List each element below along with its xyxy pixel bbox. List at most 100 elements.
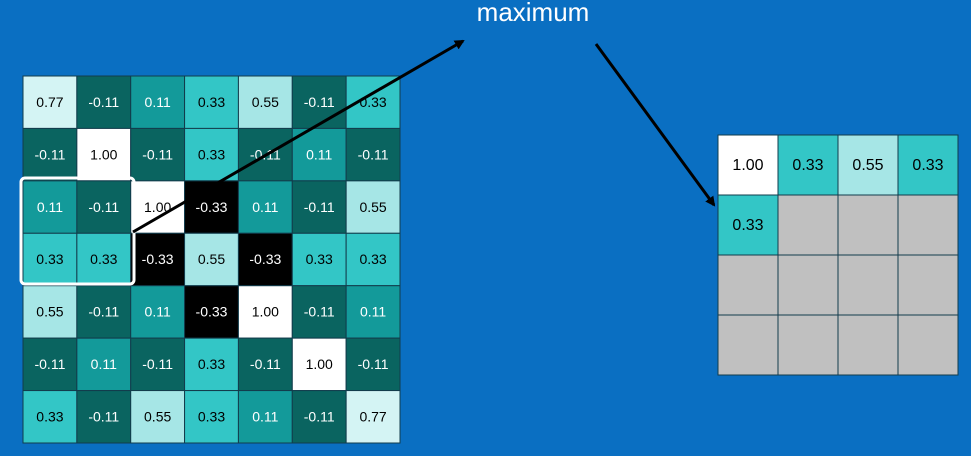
cell — [291, 285, 347, 339]
cell — [76, 390, 132, 444]
cell — [237, 232, 293, 287]
cell — [837, 314, 899, 376]
cell — [777, 194, 839, 256]
cell-value: 1.00 — [306, 356, 333, 372]
cell — [837, 134, 899, 196]
cell-value: -0.11 — [88, 408, 119, 424]
cell — [130, 390, 186, 444]
cell-value: 0.55 — [359, 199, 386, 215]
cell-value: -0.11 — [304, 408, 335, 424]
cell — [897, 134, 959, 196]
cell-value: 0.11 — [252, 199, 278, 215]
cell — [837, 194, 899, 256]
cell — [717, 314, 779, 376]
cell-value: 0.11 — [252, 408, 278, 424]
cell-value: -0.33 — [196, 199, 228, 215]
cell — [184, 285, 239, 339]
cell-value: -0.11 — [304, 94, 335, 110]
cell — [237, 180, 293, 234]
cell — [777, 314, 839, 376]
cell-value: 0.33 — [359, 251, 386, 267]
cell — [897, 254, 959, 316]
cell-value: 0.33 — [792, 157, 823, 174]
cell-value: 0.11 — [360, 304, 386, 320]
cell-value: 0.77 — [359, 408, 386, 424]
cell-value: -0.33 — [196, 304, 228, 320]
cell-value: 0.33 — [198, 94, 225, 110]
arrow-out — [594, 43, 716, 207]
cell — [76, 232, 132, 287]
cell-value: 0.55 — [144, 408, 171, 424]
cell — [717, 194, 779, 256]
cell-value: 0.11 — [145, 94, 171, 110]
cell — [76, 75, 132, 129]
cell-value: 0.33 — [36, 251, 63, 267]
cell-value: 0.11 — [37, 199, 63, 215]
cell — [22, 75, 78, 129]
cell-value: -0.11 — [358, 146, 389, 162]
output-grid: 1.00 0.33 0.55 0.33 0.33 — [717, 134, 959, 376]
cell-value: 0.55 — [252, 94, 279, 110]
cell-value: 0.11 — [91, 356, 117, 372]
cell — [717, 134, 779, 196]
cell — [345, 337, 401, 392]
cell-value: -0.11 — [88, 94, 119, 110]
cell — [345, 127, 401, 182]
cell — [76, 127, 132, 182]
cell-value: 0.33 — [198, 146, 225, 162]
cell-value: -0.11 — [304, 199, 335, 215]
cell-value: -0.11 — [34, 356, 65, 372]
cell-value: 0.55 — [36, 304, 63, 320]
cell — [237, 337, 293, 392]
cell — [22, 232, 78, 287]
cell — [22, 285, 78, 339]
cell — [76, 337, 132, 392]
cell-value: -0.11 — [142, 356, 173, 372]
cell-value: -0.11 — [88, 304, 119, 320]
cell — [897, 194, 959, 256]
cell — [345, 285, 401, 339]
cell-value: 0.33 — [359, 94, 386, 110]
cell — [345, 232, 401, 287]
cell — [291, 180, 347, 234]
cell — [76, 285, 132, 339]
cell-value: 0.33 — [912, 157, 943, 174]
cell-value: 0.11 — [306, 146, 332, 162]
cell-value: 0.11 — [145, 304, 171, 320]
cell — [897, 314, 959, 376]
cell-value: -0.33 — [142, 251, 174, 267]
cell-value: 0.33 — [90, 251, 117, 267]
cell — [184, 232, 239, 287]
cell-value: -0.11 — [142, 146, 173, 162]
cell — [130, 127, 186, 182]
cell-value: 0.55 — [198, 251, 225, 267]
cell — [345, 390, 401, 444]
cell — [76, 180, 132, 234]
cell-value: 1.00 — [90, 146, 117, 162]
input-grid: 0.77 -0.11 0.11 0.33 0.55 -0.11 0.33 -0.11 1.00 -… — [22, 75, 401, 444]
cell — [22, 127, 78, 182]
cell-value: -0.11 — [304, 304, 335, 320]
cell — [237, 390, 293, 444]
cell — [345, 180, 401, 234]
cell-value: -0.11 — [358, 356, 389, 372]
cell-value: 0.33 — [306, 251, 333, 267]
cell-value: -0.11 — [250, 356, 281, 372]
title: maximum — [477, 0, 590, 27]
arrow-in — [132, 39, 465, 234]
cell — [130, 75, 186, 129]
cell-value: -0.33 — [249, 251, 281, 267]
cell-value: -0.11 — [34, 146, 65, 162]
cell-value: 0.77 — [36, 94, 63, 110]
cell — [837, 254, 899, 316]
cell-value: 0.33 — [198, 408, 225, 424]
cell-value: -0.11 — [88, 199, 119, 215]
cell-value: 1.00 — [252, 304, 279, 320]
cell — [291, 337, 347, 392]
cell-value: 0.33 — [198, 356, 225, 372]
cell-value: 0.33 — [732, 217, 763, 234]
cell — [184, 337, 239, 392]
cell-value: 1.00 — [144, 199, 171, 215]
cell — [22, 390, 78, 444]
